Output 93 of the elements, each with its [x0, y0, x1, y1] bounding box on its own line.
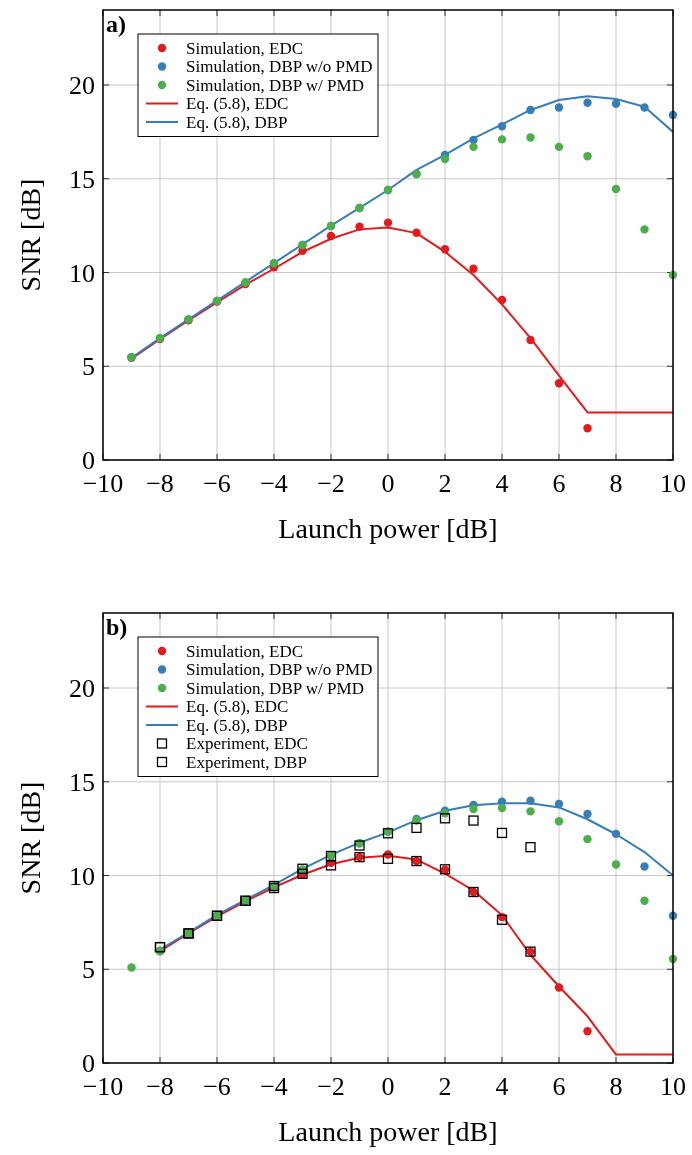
- x-tick-label: 2: [438, 1072, 452, 1101]
- legend-label: Simulation, DBP w/ PMD: [186, 75, 364, 95]
- point: [554, 103, 564, 112]
- x-tick-label: 0: [381, 469, 395, 498]
- point: [526, 133, 535, 142]
- point: [640, 862, 649, 871]
- point: [468, 815, 479, 826]
- point: [611, 829, 621, 839]
- x-tick-label: −4: [260, 469, 288, 498]
- x-tick-label: −4: [260, 1072, 288, 1101]
- point: [469, 135, 478, 145]
- x-tick-label: 2: [438, 469, 452, 498]
- x-tick-label: −6: [203, 1072, 231, 1101]
- y-tick-label: 5: [82, 955, 95, 985]
- point: [640, 225, 649, 234]
- y-tick-label: 20: [69, 71, 95, 101]
- point: [497, 122, 507, 131]
- y-tick-label: 10: [69, 861, 95, 891]
- point: [583, 1027, 592, 1036]
- x-tick-label: 6: [552, 1072, 566, 1101]
- point: [554, 379, 564, 388]
- point: [554, 799, 564, 809]
- point: [412, 228, 421, 237]
- point: [526, 335, 535, 345]
- point: [469, 804, 478, 814]
- legend-label: Simulation, DBP w/ PMD: [186, 678, 364, 698]
- point: [469, 264, 478, 273]
- x-tick-label: −8: [146, 469, 174, 498]
- annotation: b): [106, 614, 128, 640]
- point: [440, 154, 450, 164]
- point: [611, 184, 621, 194]
- point: [583, 834, 592, 844]
- point: [554, 142, 564, 152]
- x-axis-title: Launch power [dB]: [278, 513, 498, 544]
- point: [411, 822, 422, 834]
- point: [496, 827, 508, 839]
- annotation: a): [106, 11, 126, 37]
- x-tick-label: 4: [495, 1072, 509, 1101]
- x-tick-label: 8: [609, 1072, 623, 1101]
- y-axis-title: SNR [dB]: [15, 178, 46, 292]
- y-axis-title: SNR [dB]: [15, 781, 46, 895]
- x-tick-label: 0: [381, 1072, 395, 1101]
- point: [326, 231, 336, 241]
- legend-label: Simulation, EDC: [186, 38, 304, 58]
- point: [469, 142, 478, 152]
- x-tick-label: 10: [660, 1072, 686, 1101]
- x-tick-label: 6: [552, 469, 566, 498]
- point: [127, 963, 136, 972]
- point: [583, 98, 592, 108]
- point: [526, 807, 535, 816]
- y-tick-label: 10: [69, 258, 95, 288]
- legend-label: Experiment, DBP: [186, 752, 307, 772]
- legend-label: Simulation, DBP w/o PMD: [186, 57, 373, 77]
- legend-label: Simulation, DBP w/o PMD: [186, 660, 373, 680]
- y-tick-label: 15: [69, 767, 95, 797]
- x-tick-label: 8: [609, 469, 623, 498]
- legend-label: Eq. (5.8), EDC: [186, 697, 289, 717]
- point: [583, 424, 592, 433]
- point: [554, 817, 564, 826]
- point: [440, 245, 450, 254]
- x-tick-label: 10: [660, 469, 686, 498]
- legend-label: Eq. (5.8), DBP: [186, 715, 288, 735]
- point: [526, 105, 535, 115]
- point: [525, 842, 536, 853]
- legend-label: Eq. (5.8), EDC: [186, 94, 289, 114]
- point: [583, 809, 592, 819]
- point: [640, 103, 649, 112]
- y-tick-label: 20: [69, 674, 95, 704]
- x-tick-label: −2: [317, 469, 345, 498]
- x-tick-label: −8: [146, 1072, 174, 1101]
- point: [325, 860, 337, 871]
- y-tick-label: 5: [82, 352, 95, 382]
- x-tick-label: −6: [203, 469, 231, 498]
- point: [439, 813, 451, 824]
- point: [497, 135, 507, 144]
- x-tick-label: 4: [495, 469, 509, 498]
- x-tick-label: −2: [317, 1072, 345, 1101]
- point: [611, 99, 621, 108]
- legend-label: Experiment, EDC: [186, 734, 308, 754]
- point: [640, 896, 649, 906]
- x-axis-title: Launch power [dB]: [278, 1116, 498, 1147]
- point: [497, 295, 507, 305]
- point: [497, 803, 507, 813]
- point: [526, 796, 535, 805]
- point: [383, 218, 393, 227]
- legend-label: Simulation, EDC: [186, 641, 304, 661]
- point: [611, 860, 621, 869]
- point: [382, 853, 394, 864]
- legend-label: Eq. (5.8), DBP: [186, 112, 288, 132]
- point: [583, 152, 592, 161]
- y-tick-label: 15: [69, 164, 95, 194]
- point: [554, 983, 564, 992]
- point: [355, 222, 364, 231]
